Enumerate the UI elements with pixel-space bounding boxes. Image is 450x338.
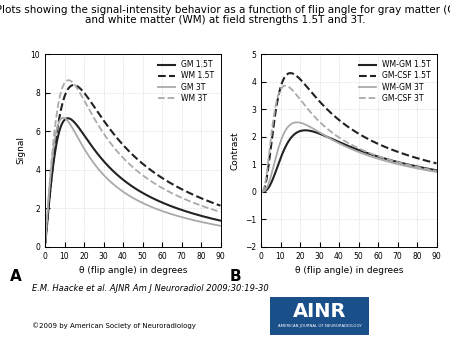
WM-GM 1.5T (302, 128, 308, 132)
WM 1.5T (71, 83, 76, 87)
GM-CSF 3T (304, 106, 310, 110)
GM-CSF 3T (259, 190, 264, 194)
GM 1.5T (160, 201, 165, 205)
GM 1.5T (88, 143, 94, 147)
GM-CSF 1.5T (362, 135, 368, 139)
WM 3T (122, 158, 128, 162)
Y-axis label: Signal: Signal (16, 137, 25, 164)
GM-CSF 1.5T (434, 161, 439, 165)
WM-GM 3T (362, 152, 368, 156)
GM 1.5T (65, 116, 71, 120)
WM-GM 1.5T (304, 128, 310, 132)
GM 1.5T (74, 123, 79, 127)
GM 3T (74, 134, 79, 138)
Text: and white matter (WM) at field strengths 1.5T and 3T.: and white matter (WM) at field strengths… (85, 15, 365, 25)
WM 1.5T (43, 240, 48, 244)
GM-CSF 3T (362, 149, 368, 153)
Text: ©2009 by American Society of Neuroradiology: ©2009 by American Society of Neuroradiol… (32, 322, 195, 329)
WM-GM 3T (376, 157, 381, 161)
GM-CSF 1.5T (288, 71, 293, 75)
WM 3T (66, 78, 71, 82)
WM-GM 1.5T (259, 190, 264, 194)
Legend: WM-GM 1.5T, GM-CSF 1.5T, WM-GM 3T, GM-CSF 3T: WM-GM 1.5T, GM-CSF 1.5T, WM-GM 3T, GM-CS… (356, 58, 433, 105)
Line: WM-GM 1.5T: WM-GM 1.5T (261, 130, 436, 192)
GM 1.5T (43, 240, 48, 244)
Text: B: B (230, 269, 241, 284)
GM 1.5T (218, 219, 223, 223)
GM 3T (43, 239, 48, 243)
Line: GM-CSF 1.5T: GM-CSF 1.5T (261, 73, 436, 192)
WM-GM 1.5T (362, 150, 368, 154)
Text: E.M. Haacke et al. AJNR Am J Neuroradiol 2009;30:19-30: E.M. Haacke et al. AJNR Am J Neuroradiol… (32, 284, 268, 293)
GM 3T (88, 157, 94, 161)
WM-GM 1.5T (338, 141, 344, 145)
WM-GM 3T (290, 121, 295, 125)
Text: AINR: AINR (293, 302, 346, 321)
WM 1.5T (160, 176, 165, 180)
GM 3T (146, 204, 152, 208)
GM 3T (175, 214, 180, 218)
WM 3T (88, 110, 94, 114)
WM-GM 3T (304, 123, 310, 127)
WM 1.5T (88, 100, 94, 104)
GM-CSF 1.5T (338, 119, 344, 123)
Text: AMERICAN JOURNAL OF NEURORADIOLOGY: AMERICAN JOURNAL OF NEURORADIOLOGY (278, 324, 361, 329)
Text: A, Plots showing the signal-intensity behavior as a function of flip angle for g: A, Plots showing the signal-intensity be… (0, 5, 450, 15)
X-axis label: θ (flip angle) in degrees: θ (flip angle) in degrees (295, 266, 403, 275)
GM 1.5T (175, 207, 180, 211)
WM 3T (160, 186, 165, 190)
GM-CSF 1.5T (259, 190, 264, 194)
GM 3T (160, 209, 165, 213)
Line: GM-CSF 3T: GM-CSF 3T (261, 86, 436, 192)
WM 3T (74, 86, 79, 90)
WM 3T (218, 210, 223, 214)
GM 3T (60, 116, 66, 120)
WM-GM 1.5T (434, 168, 439, 172)
WM 3T (175, 194, 180, 198)
Legend: GM 1.5T, WM 1.5T, GM 3T, WM 3T: GM 1.5T, WM 1.5T, GM 3T, WM 3T (156, 58, 217, 105)
GM-CSF 3T (434, 169, 439, 173)
GM-CSF 3T (376, 154, 381, 159)
WM 1.5T (218, 204, 223, 208)
GM 3T (122, 191, 128, 195)
WM 1.5T (122, 145, 128, 149)
WM-GM 3T (259, 190, 264, 194)
GM 1.5T (122, 179, 128, 183)
GM 1.5T (146, 194, 152, 198)
WM 3T (43, 239, 48, 243)
WM 1.5T (74, 84, 79, 88)
GM 3T (218, 224, 223, 228)
GM-CSF 3T (391, 159, 396, 163)
WM-GM 1.5T (290, 134, 295, 138)
GM-CSF 1.5T (290, 72, 295, 76)
WM 1.5T (146, 167, 152, 171)
GM-CSF 3T (283, 84, 288, 88)
WM-GM 3T (434, 170, 439, 174)
WM 1.5T (175, 185, 180, 189)
WM-GM 3T (391, 161, 396, 165)
GM-CSF 1.5T (304, 84, 310, 89)
GM-CSF 3T (290, 89, 295, 93)
GM-CSF 1.5T (376, 142, 381, 146)
Line: GM 3T: GM 3T (45, 118, 220, 241)
GM-CSF 3T (338, 137, 344, 141)
Line: WM-GM 3T: WM-GM 3T (261, 122, 436, 192)
WM-GM 3T (338, 142, 344, 146)
WM 3T (146, 178, 152, 182)
GM-CSF 1.5T (391, 148, 396, 152)
Text: A: A (10, 269, 22, 284)
Line: WM 3T: WM 3T (45, 80, 220, 241)
WM-GM 1.5T (391, 159, 396, 163)
WM-GM 1.5T (376, 155, 381, 159)
X-axis label: θ (flip angle) in degrees: θ (flip angle) in degrees (79, 266, 187, 275)
Line: GM 1.5T: GM 1.5T (45, 118, 220, 242)
Line: WM 1.5T: WM 1.5T (45, 85, 220, 242)
WM-GM 3T (294, 120, 299, 124)
Y-axis label: Contrast: Contrast (230, 131, 239, 170)
